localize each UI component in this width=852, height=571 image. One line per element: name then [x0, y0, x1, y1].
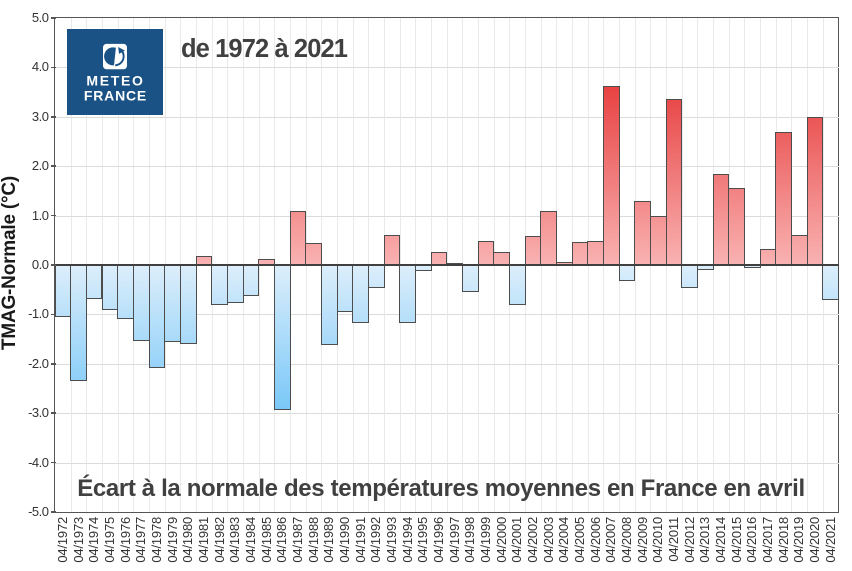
svg-text:FRANCE: FRANCE — [83, 87, 146, 103]
svg-text:METEO: METEO — [86, 73, 144, 89]
